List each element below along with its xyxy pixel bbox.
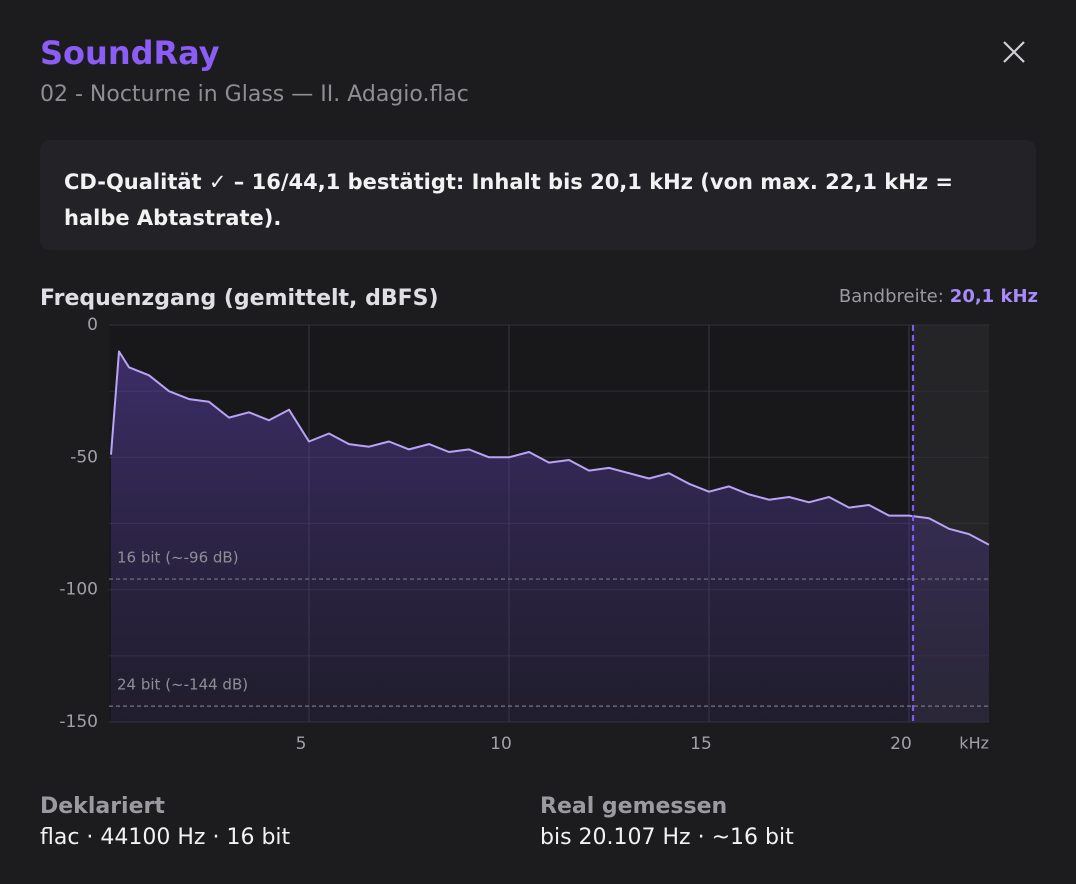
y-tick-label: -50 (70, 447, 98, 467)
bandwidth-label: Bandbreite: (839, 286, 944, 307)
declared-label: Deklariert (40, 794, 165, 819)
close-button[interactable] (996, 34, 1032, 70)
x-axis-label: kHz (959, 734, 989, 753)
y-tick-label: -150 (59, 712, 98, 732)
measured-value: bis 20.107 Hz · ~16 bit (540, 825, 794, 850)
x-tick-label: 15 (690, 734, 712, 754)
quality-notice: CD-Qualität ✓ – 16/44,1 bestätigt: Inhal… (40, 140, 1036, 250)
spectrum-area (111, 351, 989, 722)
measured-block: Real gemessen bis 20.107 Hz · ~16 bit (540, 794, 794, 850)
file-name: 02 - Nocturne in Glass — II. Adagio.flac (40, 82, 469, 107)
declared-value: flac · 44100 Hz · 16 bit (40, 825, 291, 850)
bandwidth-value: 20,1 kHz (950, 286, 1038, 307)
y-tick-label: 0 (87, 315, 98, 335)
spectrum-line (110, 350, 990, 546)
reference-label: 24 bit (~-144 dB) (117, 676, 248, 694)
app-title: SoundRay (40, 34, 220, 72)
measured-label: Real gemessen (540, 794, 728, 819)
declared-block: Deklariert flac · 44100 Hz · 16 bit (40, 794, 290, 850)
reference-label: 16 bit (~-96 dB) (117, 549, 239, 567)
chart-title: Frequenzgang (gemittelt, dBFS) (40, 286, 439, 311)
bandwidth-info: Bandbreite: 20,1 kHz (839, 286, 1038, 307)
x-tick-label: 5 (296, 734, 307, 754)
y-tick-label: -100 (59, 580, 98, 600)
x-tick-label: 20 (890, 734, 912, 754)
x-tick-label: 10 (490, 734, 512, 754)
